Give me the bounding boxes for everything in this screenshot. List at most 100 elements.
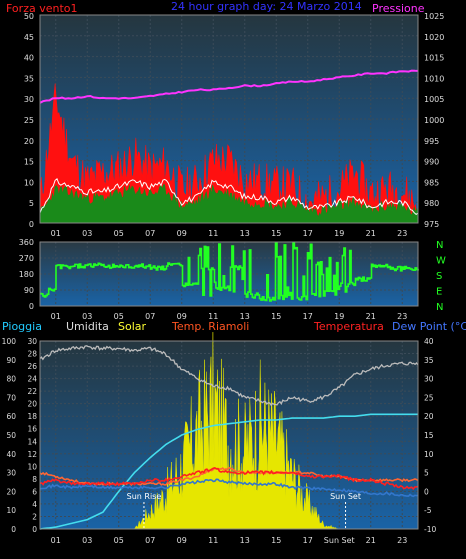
panel3-right-tick-1: -5	[424, 506, 432, 515]
panel1-x-tick-5: 11	[208, 229, 218, 238]
panel1-right-tick-1: 980	[424, 199, 439, 208]
panel1-series	[39, 69, 419, 224]
panel3-left2-tick-9: 18	[27, 412, 37, 421]
panel3-right-tick-4: 10	[424, 450, 434, 459]
panel3-right-tick-6: 20	[424, 412, 434, 421]
panel1-right-tick-4: 995	[424, 137, 439, 146]
panel1-right-tick-7: 1010	[424, 74, 444, 83]
panel1-x-tick-1: 03	[82, 229, 92, 238]
panel2-left-tick-0: 0	[29, 302, 34, 311]
rain-label: Pioggia	[2, 320, 42, 333]
wind-line-series	[39, 177, 419, 216]
panel3-x-tick-9: Sun Set	[324, 536, 355, 545]
panel1-x-tick-3: 07	[145, 229, 155, 238]
panel2-x-tick-4: 09	[177, 312, 187, 321]
panel3-left1-tick-1: 10	[6, 506, 16, 515]
panel2-left-tick-2: 180	[19, 270, 34, 279]
panel3-right-tick-3: 5	[424, 469, 429, 478]
panel3-left2-tick-8: 16	[27, 425, 37, 434]
panel1-left-tick-10: 50	[24, 12, 34, 21]
panel1-left-tick-5: 25	[24, 116, 34, 125]
rain-series	[39, 413, 418, 530]
annotation-label-0: Sun Rise	[127, 492, 162, 501]
panel3-left2-tick-5: 10	[27, 462, 37, 471]
panel3-left2-tick-3: 6	[32, 487, 37, 496]
panel2-left-tick-3: 270	[19, 254, 34, 263]
panel3-left2-tick-15: 30	[27, 337, 37, 346]
panel2-x-tick-7: 15	[271, 312, 281, 321]
panel1-right-tick-10: 1025	[424, 12, 444, 21]
panel3-right-tick-10: 40	[424, 337, 434, 346]
panel3-axes: 0102030405060708090100024681012141618202…	[2, 337, 437, 545]
panel1-right-label: Pressione	[372, 2, 425, 15]
panel3-left1-tick-8: 80	[6, 375, 16, 384]
panel3-left1-tick-9: 90	[6, 356, 16, 365]
panel1-x-tick-10: 21	[366, 229, 376, 238]
panel3-left2-tick-14: 28	[27, 350, 37, 359]
panel1-left-tick-8: 40	[24, 54, 34, 63]
panel3-left2-tick-10: 20	[27, 400, 37, 409]
panel1-x-tick-9: 19	[334, 229, 344, 238]
wind-avg-series	[39, 184, 419, 224]
panel3-frame	[39, 340, 419, 530]
panel2-x-tick-10: 21	[366, 312, 376, 321]
panel3-right-tick-7: 25	[424, 393, 434, 402]
panel3-right-tick-5: 15	[424, 431, 434, 440]
panel3-x-tick-3: 07	[145, 536, 155, 545]
panel3-left1-tick-6: 60	[6, 412, 16, 421]
direction-label-4: N	[436, 302, 443, 313]
panel3-left2-tick-0: 0	[32, 525, 37, 534]
panel1-left-tick-1: 5	[29, 199, 34, 208]
panel2-x-tick-8: 17	[303, 312, 313, 321]
wind-max-series	[39, 83, 419, 224]
panel1-x-tick-2: 05	[114, 229, 124, 238]
panel1-right-tick-3: 990	[424, 158, 439, 167]
panel2-x-tick-11: 23	[397, 312, 407, 321]
panel3-left1-tick-0: 0	[11, 525, 16, 534]
panel3-left2-tick-6: 12	[27, 450, 37, 459]
direction-label-3: E	[436, 287, 442, 298]
panel1-x-tick-6: 13	[240, 229, 250, 238]
panel1-frame	[39, 14, 419, 224]
panel2-left-tick-4: 360	[19, 238, 34, 247]
panel3-left2-tick-2: 4	[32, 500, 37, 509]
panel3-x-tick-7: 15	[271, 536, 281, 545]
panel1-right-tick-5: 1000	[424, 116, 444, 125]
dewpoint-series	[39, 478, 419, 498]
panel3-x-tick-5: 11	[208, 536, 218, 545]
panel3-left2-tick-1: 2	[32, 512, 37, 521]
direction-label-1: W	[436, 256, 446, 267]
annotation-label-1: Sun Set	[330, 492, 361, 501]
panel2-x-tick-1: 03	[82, 312, 92, 321]
panel1-right-tick-0: 975	[424, 220, 439, 229]
dewpoint-label: Dew Point (°C)	[392, 320, 466, 333]
panel1-left-tick-2: 10	[24, 178, 34, 187]
panel1-right-tick-9: 1020	[424, 33, 444, 42]
direction-label-2: S	[436, 271, 442, 282]
panel1-right-tick-8: 1015	[424, 54, 444, 63]
panel3-left1-tick-4: 40	[6, 450, 16, 459]
panel3-x-tick-0: 01	[51, 536, 61, 545]
panel2-x-tick-6: 13	[240, 312, 250, 321]
panel2-x-tick-0: 01	[51, 312, 61, 321]
panel2-x-tick-3: 07	[145, 312, 155, 321]
panel3-x-tick-10: 21	[366, 536, 376, 545]
panel3-right-tick-0: -10	[424, 525, 436, 534]
panel2-frame	[39, 241, 419, 307]
panel3-x-tick-2: 05	[114, 536, 124, 545]
panel3-left1-tick-5: 50	[6, 431, 16, 440]
panel1-left-tick-6: 30	[24, 95, 34, 104]
panel3-left2-tick-7: 14	[27, 437, 37, 446]
panel1-x-tick-0: 01	[51, 229, 61, 238]
panel3-right-tick-9: 35	[424, 356, 434, 365]
panel1-x-tick-11: 23	[397, 229, 407, 238]
panel1-x-tick-8: 17	[303, 229, 313, 238]
panel3-left2-tick-13: 26	[27, 362, 37, 371]
panel3-left1-tick-3: 30	[6, 469, 16, 478]
panel3-right-tick-2: 0	[424, 487, 429, 496]
direction-label-0: N	[436, 240, 443, 251]
panel1-left-tick-9: 45	[24, 33, 34, 42]
solar-label: Solar	[118, 320, 147, 333]
